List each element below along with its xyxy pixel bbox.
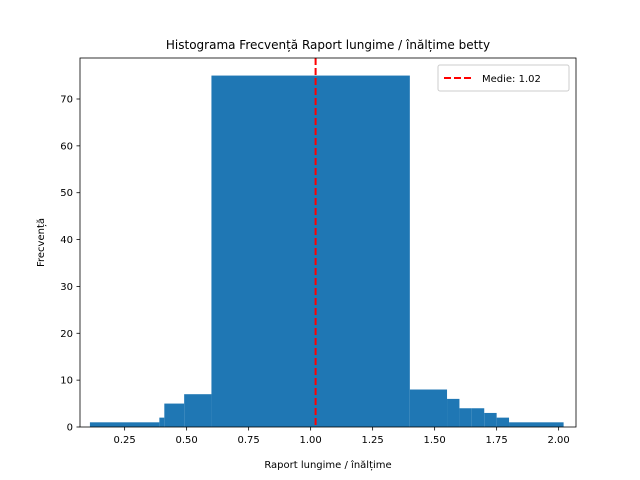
y-tick-label: 40 [60, 235, 73, 246]
histogram-bar-1 [159, 417, 165, 427]
x-tick-label: 1.00 [300, 435, 322, 446]
histogram-bar-3 [184, 394, 212, 427]
chart-title: Histograma Frecvență Raport lungime / în… [166, 38, 490, 52]
histogram-bar-4 [211, 75, 410, 428]
x-tick-label: 0.50 [176, 435, 198, 446]
histogram-bar-7 [459, 408, 472, 427]
legend-mean-label: Medie: 1.02 [482, 74, 541, 85]
y-tick-label: 60 [60, 141, 73, 152]
y-tick-label: 70 [60, 95, 73, 106]
x-axis-ticks: 0.25 0.50 0.75 1.00 1.25 1.50 1.75 2.00 [114, 427, 570, 446]
histogram-bar-11 [509, 422, 564, 427]
histogram-bar-9 [484, 412, 497, 427]
legend: Medie: 1.02 [437, 64, 570, 92]
x-tick-label: 0.75 [238, 435, 260, 446]
x-axis-label: Raport lungime / înălțime [264, 459, 391, 471]
y-tick-label: 30 [60, 282, 73, 293]
x-tick-label: 1.25 [362, 435, 384, 446]
histogram-bar-10 [496, 417, 510, 427]
y-tick-label: 0 [67, 423, 73, 434]
y-axis-ticks: 0 10 20 30 40 50 60 70 [60, 95, 80, 434]
histogram-bar-5 [409, 389, 448, 427]
histogram-bar-0 [89, 422, 160, 427]
x-tick-label: 1.75 [486, 435, 508, 446]
y-tick-label: 10 [60, 376, 73, 387]
histogram-bar-8 [471, 408, 485, 427]
x-tick-label: 0.25 [114, 435, 136, 446]
y-axis-label: Frecvență [36, 218, 47, 267]
x-tick-label: 2.00 [548, 435, 570, 446]
histogram-bar-2 [164, 403, 185, 427]
plot-frame [79, 57, 577, 428]
histogram-bar-6 [447, 398, 460, 427]
y-tick-label: 20 [60, 329, 73, 340]
y-tick-label: 50 [60, 188, 73, 199]
x-tick-label: 1.50 [424, 435, 446, 446]
legend-box [437, 64, 570, 92]
histogram-bars [89, 75, 564, 428]
